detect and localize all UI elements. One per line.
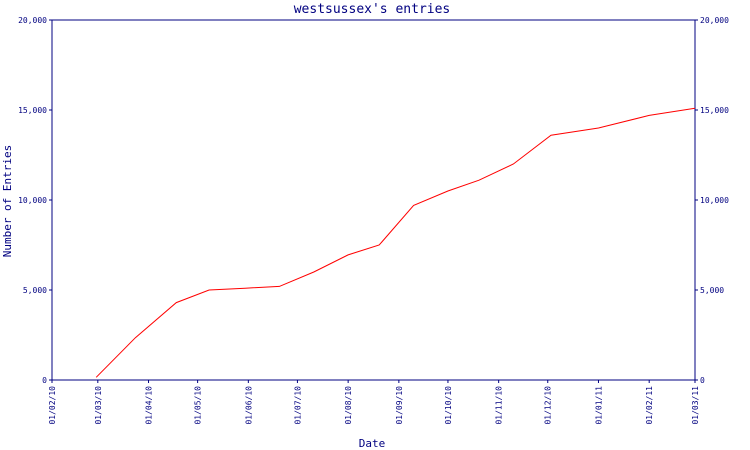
x-tick-label: 01/06/10 [244,386,253,425]
x-tick-label: 01/11/10 [495,386,504,425]
y-tick-label-right: 15,000 [700,106,729,115]
y-tick-label-left: 15,000 [18,106,47,115]
y-tick-label-left: 0 [42,376,47,385]
x-tick-label: 01/10/10 [444,386,453,425]
x-tick-label: 01/02/10 [48,386,57,425]
x-axis-label: Date [359,437,386,450]
x-tick-label: 01/07/10 [293,386,302,425]
chart-title: westsussex's entries [294,2,451,17]
y-tick-label-right: 0 [700,376,705,385]
x-tick-label: 01/04/10 [145,386,154,425]
x-tick-label: 01/03/11 [691,386,700,425]
y-ticks-right: 0 5,000 10,000 15,000 20,000 [695,16,729,385]
y-tick-label-left: 10,000 [18,196,47,205]
y-tick-label-right: 20,000 [700,16,729,25]
x-tick-label: 01/12/10 [544,386,553,425]
x-tick-label: 01/01/11 [594,386,603,425]
y-tick-label-right: 10,000 [700,196,729,205]
series-line [95,107,696,378]
y-tick-label-left: 20,000 [18,16,47,25]
y-tick-label-right: 5,000 [700,286,724,295]
x-tick-label: 01/09/10 [395,386,404,425]
x-tick-label: 01/05/10 [194,386,203,425]
x-ticks: 01/02/10 01/03/10 01/04/10 01/05/10 01/06/10… [48,380,700,425]
y-tick-label-left: 5,000 [23,286,47,295]
y-ticks-left: 0 5,000 10,000 15,000 20,000 [18,16,52,385]
x-tick-label: 01/03/10 [94,386,103,425]
x-tick-label: 01/08/10 [344,386,353,425]
x-tick-label: 01/02/11 [645,386,654,425]
y-axis-label: Number of Entries [1,145,14,258]
